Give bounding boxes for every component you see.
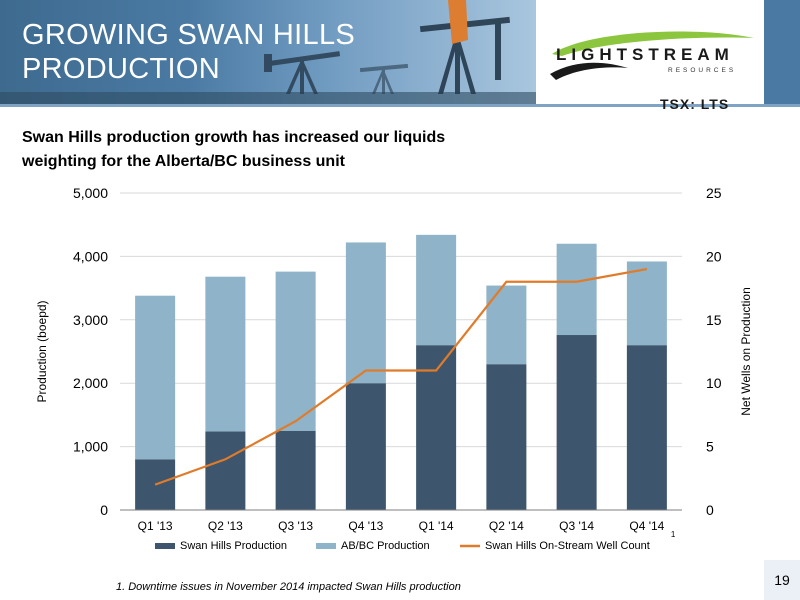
y-axis-label: Production (boepd) (35, 300, 49, 402)
legend-label: Swan Hills Production (180, 540, 287, 552)
bar-swan-hills-production (556, 335, 597, 510)
slide-subtitle-line-1: Swan Hills production growth has increas… (22, 129, 446, 146)
lightstream-logo: LIGHTSTREAM RESOURCES (550, 31, 754, 80)
y-tick-label: 5,000 (73, 185, 108, 201)
x-tick-label: Q1 '14 (419, 519, 454, 533)
header-rule (0, 104, 800, 107)
page-number: 19 (774, 572, 790, 588)
bar-swan-hills-production (275, 430, 316, 510)
x-tick-label: Q3 '13 (278, 519, 313, 533)
production-chart: 0 1,000 2,000 3,000 4,000 5,000 0 5 10 15 20 25 Q1 '… (35, 185, 753, 552)
footnote: 1. Downtime issues in November 2014 impa… (116, 581, 461, 593)
bar-abbc-production (416, 234, 457, 346)
bar-swan-hills-production (486, 364, 527, 510)
line-well-count (154, 267, 648, 486)
bar-swan-hills-production (626, 345, 667, 510)
bar-abbc-production (486, 285, 527, 365)
bar-swan-hills-production (205, 431, 246, 510)
pumpjack-silhouette-icon (0, 0, 536, 104)
x-tick-label: Q2 '13 (208, 519, 243, 533)
header-banner-photo (0, 0, 536, 104)
y2-axis-label: Net Wells on Production (739, 287, 753, 416)
bar-abbc-production (135, 295, 176, 460)
chart-gridlines (120, 192, 682, 448)
bar-swan-hills-production (416, 345, 457, 510)
logo-subtext: RESOURCES (668, 67, 736, 74)
y2-tick-label: 20 (706, 248, 722, 264)
header-accent-bar (764, 0, 800, 104)
y2-tick-label: 10 (706, 375, 722, 391)
y-tick-label: 2,000 (73, 375, 108, 391)
legend-label: Swan Hills On-Stream Well Count (485, 540, 650, 552)
x-tick-label: Q3 '14 (559, 519, 594, 533)
logo-swoosh-bottom (550, 62, 628, 80)
bar-abbc-production (556, 243, 597, 336)
chart-legend: Swan Hills Production AB/BC Production Swa… (155, 540, 650, 552)
x-tick-label: Q4 '14 (629, 519, 664, 533)
chart-axes: 0 1,000 2,000 3,000 4,000 5,000 0 5 10 15 20 25 Q1 '… (73, 185, 722, 539)
bar-swan-hills-production (345, 383, 386, 510)
slide-subtitle: Swan Hills production growth has increas… (22, 126, 582, 174)
chart-well-count-line (154, 267, 648, 486)
y-tick-label: 1,000 (73, 439, 108, 455)
legend-swatch (316, 543, 336, 549)
bar-abbc-production (626, 261, 667, 346)
header: GROWING SWAN HILLS PRODUCTION LIGHTSTREA… (0, 0, 800, 112)
chart-bars (135, 234, 667, 510)
logo-swoosh-top (552, 31, 754, 56)
x-tick-label: Q4 '13 (348, 519, 383, 533)
bar-abbc-production (205, 276, 246, 432)
slide-subtitle-line-2: weighting for the Alberta/BC business un… (22, 153, 345, 170)
x-tick-footnote-marker: 1 (671, 530, 676, 539)
x-tick-label: Q1 '13 (138, 519, 173, 533)
y-tick-label: 3,000 (73, 312, 108, 328)
y2-tick-label: 5 (706, 439, 714, 455)
slide-title: GROWING SWAN HILLS PRODUCTION (22, 18, 442, 86)
bar-abbc-production (275, 271, 316, 431)
y2-tick-label: 15 (706, 312, 722, 328)
y2-tick-label: 0 (706, 502, 714, 518)
ticker-label: TSX: LTS (660, 96, 730, 112)
y2-tick-label: 25 (706, 185, 722, 201)
slide-title-line-1: GROWING SWAN HILLS (22, 19, 356, 51)
y-tick-label: 0 (100, 502, 108, 518)
x-tick-label: Q2 '14 (489, 519, 524, 533)
logo-wordmark: LIGHTSTREAM (556, 45, 734, 64)
legend-label: AB/BC Production (341, 540, 430, 552)
slide-title-line-2: PRODUCTION (22, 53, 220, 85)
y-tick-label: 4,000 (73, 248, 108, 264)
bar-abbc-production (345, 242, 386, 384)
page-number-box (764, 560, 800, 600)
legend-swatch (155, 543, 175, 549)
